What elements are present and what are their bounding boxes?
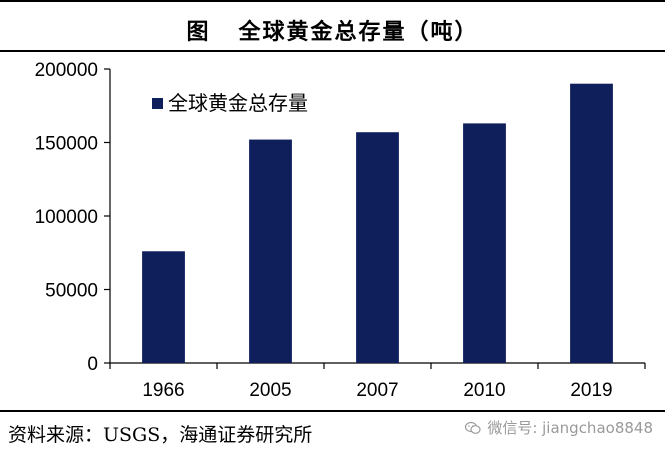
y-tick-label: 200000 — [35, 60, 98, 81]
y-tick-label: 50000 — [45, 281, 98, 302]
y-tick-label: 100000 — [35, 207, 98, 228]
source-bar: 资料来源：USGS，海通证券研究所 微信号: jiangchao8848 — [0, 410, 665, 451]
figure-prefix: 图 — [186, 19, 211, 45]
x-axis: 1966 2005 2007 2010 2019 — [109, 362, 646, 401]
chart-title-text: 全球黄金总存量（吨） — [238, 19, 479, 45]
x-tick-label: 2019 — [570, 380, 612, 401]
x-tick-label: 2010 — [463, 380, 505, 401]
bar-2005 — [249, 139, 292, 363]
legend-swatch — [152, 98, 163, 109]
title-bar: 图 全球黄金总存量（吨） — [0, 0, 665, 52]
bars — [142, 83, 613, 363]
bar-1966 — [142, 251, 185, 363]
chart-title: 图 全球黄金总存量（吨） — [0, 14, 665, 46]
wechat-icon — [465, 421, 481, 435]
bar-chart: 0 50000 100000 150000 200000 1966 2005 2007 201… — [35, 60, 646, 401]
source-note: 资料来源：USGS，海通证券研究所 — [8, 424, 313, 446]
watermark: 微信号: jiangchao8848 — [465, 417, 653, 438]
y-axis: 0 50000 100000 150000 200000 — [35, 60, 111, 375]
bar-2010 — [463, 123, 506, 363]
watermark-text: 微信号: jiangchao8848 — [487, 419, 653, 437]
y-tick-label: 0 — [87, 354, 98, 375]
bar-2007 — [356, 132, 399, 363]
x-tick-label: 2007 — [356, 380, 398, 401]
legend-label: 全球黄金总存量 — [168, 92, 308, 115]
legend: 全球黄金总存量 — [152, 92, 308, 115]
y-tick-label: 150000 — [35, 134, 98, 155]
x-tick-label: 2005 — [249, 380, 291, 401]
bar-2019 — [570, 83, 613, 363]
x-tick-label: 1966 — [142, 380, 184, 401]
